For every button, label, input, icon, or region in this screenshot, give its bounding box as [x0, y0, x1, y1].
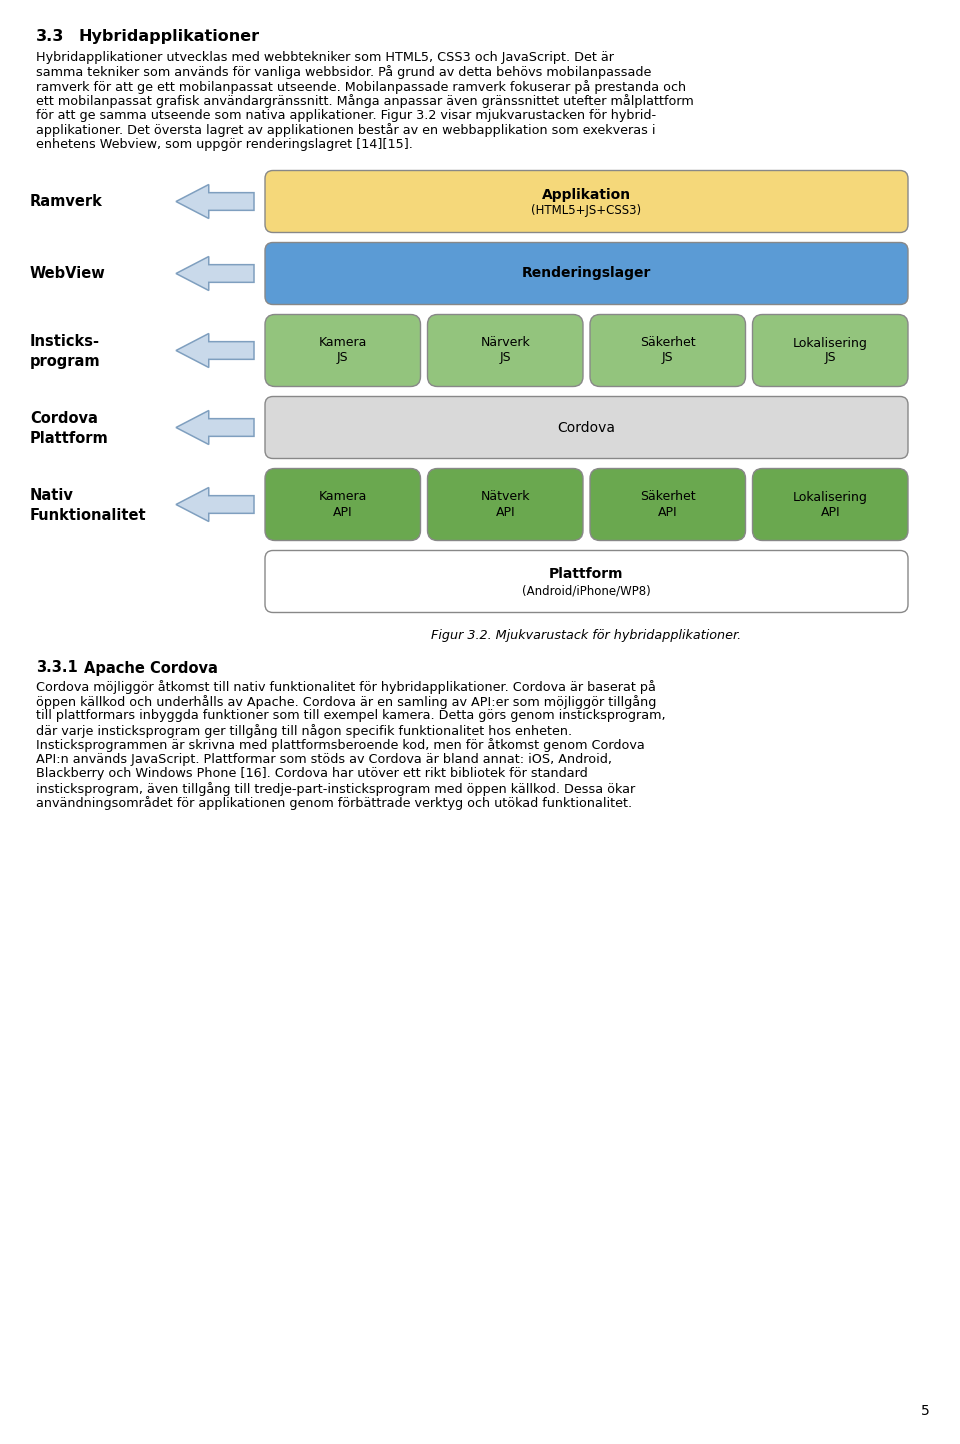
- FancyBboxPatch shape: [265, 315, 420, 387]
- Text: 5: 5: [922, 1404, 930, 1418]
- Text: Blackberry och Windows Phone [16]. Cordova har utöver ett rikt bibliotek för sta: Blackberry och Windows Phone [16]. Cordo…: [36, 768, 588, 781]
- Polygon shape: [176, 185, 254, 218]
- Text: insticksprogram, även tillgång till tredje-part-insticksprogram med öppen källko: insticksprogram, även tillgång till tred…: [36, 783, 636, 796]
- Text: användningsområdet för applikationen genom förbättrade verktyg och utökad funkti: användningsområdet för applikationen gen…: [36, 797, 632, 810]
- Text: Figur 3.2. Mjukvarustack för hybridapplikationer.: Figur 3.2. Mjukvarustack för hybridappli…: [431, 628, 741, 641]
- Polygon shape: [176, 488, 254, 521]
- FancyBboxPatch shape: [265, 397, 908, 459]
- Text: Insticks-: Insticks-: [30, 334, 100, 349]
- Text: Lokalisering
JS: Lokalisering JS: [793, 336, 868, 364]
- Text: Hybridapplikationer utvecklas med webbtekniker som HTML5, CSS3 och JavaScript. D: Hybridapplikationer utvecklas med webbte…: [36, 51, 614, 64]
- Text: API:n används JavaScript. Plattformar som stöds av Cordova är bland annat: iOS, : API:n används JavaScript. Plattformar so…: [36, 752, 612, 765]
- Polygon shape: [176, 410, 254, 445]
- Text: applikationer. Det översta lagret av applikationen består av en webbapplikation : applikationer. Det översta lagret av app…: [36, 124, 656, 137]
- Text: Funktionalitet: Funktionalitet: [30, 508, 147, 523]
- Text: Applikation: Applikation: [542, 188, 631, 202]
- Text: Nativ: Nativ: [30, 488, 74, 503]
- Polygon shape: [176, 257, 254, 290]
- Text: Plattform: Plattform: [549, 567, 624, 582]
- Text: Kamera
API: Kamera API: [319, 491, 367, 518]
- Text: program: program: [30, 354, 101, 370]
- Text: Hybridapplikationer: Hybridapplikationer: [78, 29, 259, 43]
- Text: Säkerhet
API: Säkerhet API: [640, 491, 696, 518]
- FancyBboxPatch shape: [427, 315, 583, 387]
- Text: ramverk för att ge ett mobilanpassat utseende. Mobilanpassade ramverk fokuserar : ramverk för att ge ett mobilanpassat uts…: [36, 79, 686, 94]
- Text: Lokalisering
API: Lokalisering API: [793, 491, 868, 518]
- Text: Cordova: Cordova: [558, 420, 615, 435]
- Text: enhetens Webview, som uppgör renderingslagret [14][15].: enhetens Webview, som uppgör renderingsl…: [36, 139, 413, 152]
- Text: Ramverk: Ramverk: [30, 193, 103, 209]
- Text: till plattformars inbyggda funktioner som till exempel kamera. Detta görs genom : till plattformars inbyggda funktioner so…: [36, 709, 665, 722]
- Text: Insticksprogrammen är skrivna med plattformsberoende kod, men för åtkomst genom : Insticksprogrammen är skrivna med plattf…: [36, 738, 645, 752]
- Text: (HTML5+JS+CSS3): (HTML5+JS+CSS3): [532, 204, 641, 217]
- Text: 3.3.1: 3.3.1: [36, 660, 78, 676]
- Text: 3.3: 3.3: [36, 29, 64, 43]
- Text: WebView: WebView: [30, 266, 106, 282]
- Text: Nätverk
API: Nätverk API: [481, 491, 530, 518]
- FancyBboxPatch shape: [265, 468, 420, 540]
- Text: (Android/iPhone/WP8): (Android/iPhone/WP8): [522, 583, 651, 596]
- Text: Cordova: Cordova: [30, 412, 98, 426]
- FancyBboxPatch shape: [753, 315, 908, 387]
- Text: Renderingslager: Renderingslager: [522, 267, 651, 280]
- FancyBboxPatch shape: [427, 468, 583, 540]
- Text: Cordova möjliggör åtkomst till nativ funktionalitet för hybridapplikationer. Cor: Cordova möjliggör åtkomst till nativ fun…: [36, 680, 656, 695]
- Text: Apache Cordova: Apache Cordova: [84, 660, 218, 676]
- Polygon shape: [176, 334, 254, 368]
- FancyBboxPatch shape: [265, 170, 908, 232]
- Text: ett mobilanpassat grafisk användargränssnitt. Många anpassar även gränssnittet u: ett mobilanpassat grafisk användargränss…: [36, 94, 694, 108]
- Text: för att ge samma utseende som nativa applikationer. Figur 3.2 visar mjukvarustac: för att ge samma utseende som nativa app…: [36, 108, 656, 121]
- FancyBboxPatch shape: [590, 468, 746, 540]
- FancyBboxPatch shape: [265, 243, 908, 305]
- FancyBboxPatch shape: [590, 315, 746, 387]
- Text: Säkerhet
JS: Säkerhet JS: [640, 336, 696, 364]
- Text: där varje insticksprogram ger tillgång till någon specifik funktionalitet hos en: där varje insticksprogram ger tillgång t…: [36, 723, 572, 738]
- Text: Närverk
JS: Närverk JS: [480, 336, 530, 364]
- FancyBboxPatch shape: [265, 550, 908, 612]
- FancyBboxPatch shape: [753, 468, 908, 540]
- Text: öppen källkod och underhålls av Apache. Cordova är en samling av API:er som möjl: öppen källkod och underhålls av Apache. …: [36, 695, 657, 709]
- Text: Plattform: Plattform: [30, 430, 108, 446]
- Text: Kamera
JS: Kamera JS: [319, 336, 367, 364]
- Text: samma tekniker som används för vanliga webbsidor. På grund av detta behövs mobil: samma tekniker som används för vanliga w…: [36, 65, 652, 79]
